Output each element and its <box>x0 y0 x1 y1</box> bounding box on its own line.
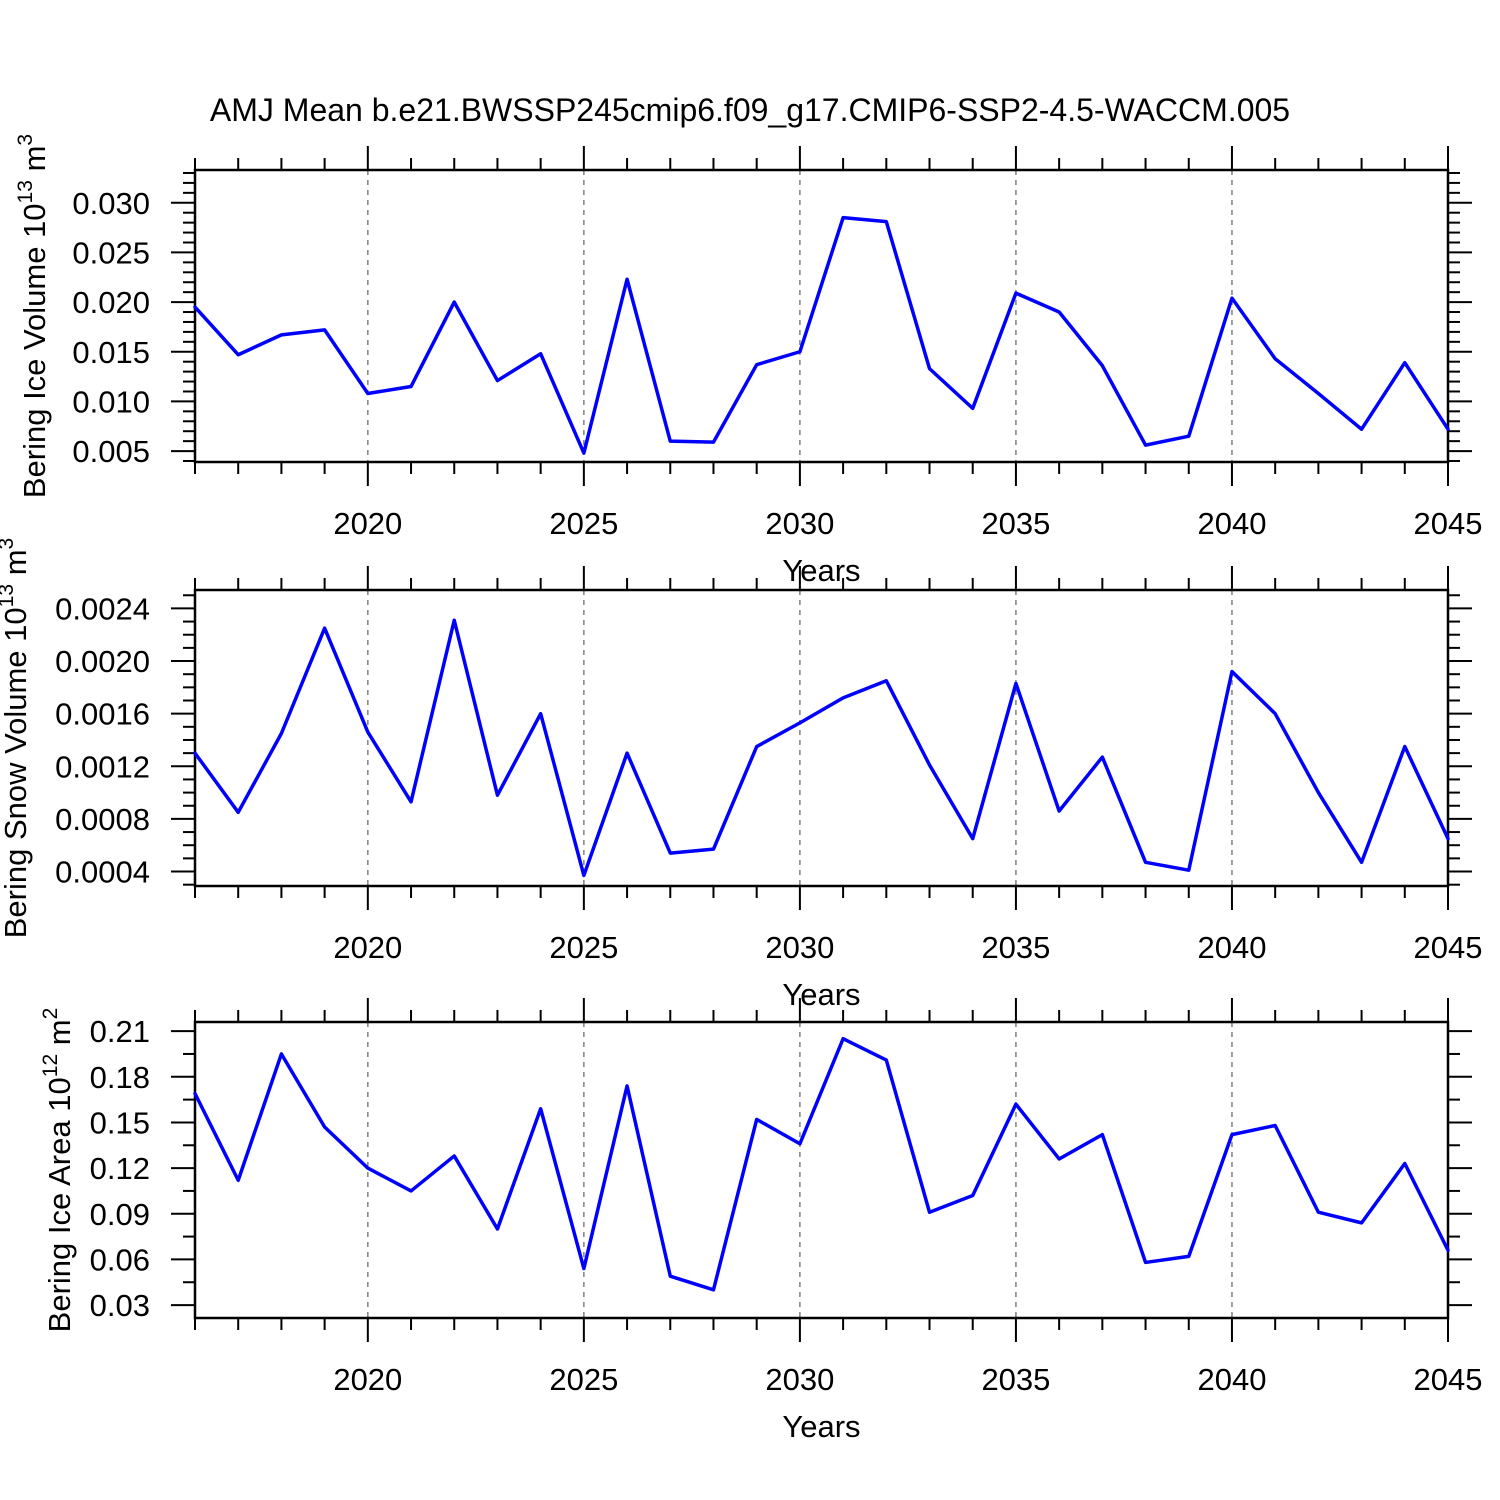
x-tick-label: 2035 <box>981 930 1050 965</box>
y-tick-label: 0.09 <box>90 1197 150 1232</box>
y-tick-label: 0.12 <box>90 1151 150 1186</box>
y-tick-label: 0.030 <box>72 186 150 221</box>
x-tick-label: 2030 <box>765 930 834 965</box>
y-tick-label: 0.0016 <box>55 697 150 732</box>
y-axis-title: Bering Snow Volume 1013 m3 <box>0 538 33 939</box>
y-axis-title: Bering Ice Volume 1013 m3 <box>14 134 52 498</box>
y-tick-label: 0.015 <box>72 335 150 370</box>
x-tick-label: 2025 <box>549 1362 618 1397</box>
x-tick-label: 2020 <box>333 930 402 965</box>
x-tick-label: 2045 <box>1414 1362 1483 1397</box>
x-tick-label: 2030 <box>765 1362 834 1397</box>
plot-frame <box>193 588 1450 888</box>
bering-ice-volume-line <box>193 215 1450 455</box>
y-tick-label: 0.0012 <box>55 749 150 784</box>
panel-bering-ice-volume: 2020 2025 2030 2035 2040 2045 0.005 0.010 0.015 0… <box>14 134 1483 588</box>
x-axis-title: Years <box>782 977 860 1012</box>
y-tick-label: 0.0008 <box>55 802 150 837</box>
x-tick-label: 2035 <box>981 506 1050 541</box>
x-tick-label: 2040 <box>1197 506 1266 541</box>
y-tick-label: 0.0020 <box>55 644 150 679</box>
y-tick-label: 0.18 <box>90 1060 150 1095</box>
bering-snow-volume-line <box>193 618 1450 878</box>
plot-frame <box>193 168 1450 464</box>
y-tick-label: 0.005 <box>72 434 150 469</box>
y-tick-label: 0.15 <box>90 1105 150 1140</box>
y-tick-label: 0.0004 <box>55 855 150 890</box>
x-tick-label: 2020 <box>333 1362 402 1397</box>
y-tick-label: 0.025 <box>72 235 150 270</box>
y-axis-title: Bering Ice Area 1012 m2 <box>39 1008 77 1333</box>
x-axis-title: Years <box>782 1409 860 1444</box>
x-tick-label: 2040 <box>1197 930 1266 965</box>
x-tick-label: 2045 <box>1414 930 1483 965</box>
x-tick-label: 2025 <box>549 506 618 541</box>
x-tick-label: 2045 <box>1414 506 1483 541</box>
y-tick-label: 0.0024 <box>55 591 150 626</box>
y-tick-label: 0.020 <box>72 285 150 320</box>
figure-title: AMJ Mean b.e21.BWSSP245cmip6.f09_g17.CMI… <box>209 92 1291 128</box>
x-tick-label: 2025 <box>549 930 618 965</box>
plot-frame <box>193 1020 1450 1320</box>
panel-bering-snow-volume: 2020 2025 2030 2035 2040 2045 0.0004 0.0008 0.00… <box>0 538 1482 1012</box>
panel-bering-ice-area: 2020 2025 2030 2035 2040 2045 0.03 0.06 0.09 0.12… <box>39 998 1483 1444</box>
y-tick-label: 0.010 <box>72 384 150 419</box>
x-tick-label: 2030 <box>765 506 834 541</box>
bering-ice-area-line <box>193 1036 1450 1292</box>
x-tick-label: 2040 <box>1197 1362 1266 1397</box>
y-tick-label: 0.21 <box>90 1014 150 1049</box>
y-tick-label: 0.03 <box>90 1288 150 1323</box>
x-tick-label: 2020 <box>333 506 402 541</box>
x-axis-title: Years <box>782 553 860 588</box>
y-tick-label: 0.06 <box>90 1242 150 1277</box>
x-tick-label: 2035 <box>981 1362 1050 1397</box>
